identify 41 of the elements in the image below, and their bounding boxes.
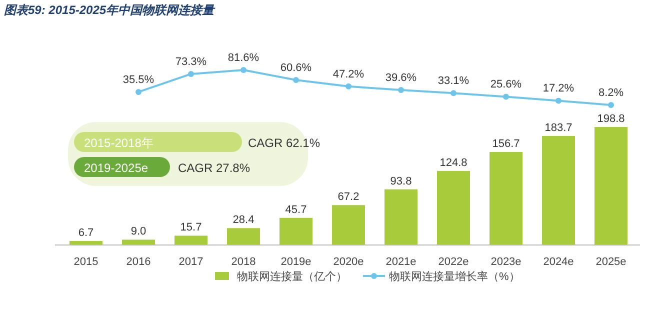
x-tick-label: 2016 bbox=[126, 256, 151, 268]
data-label: 45.7 bbox=[285, 204, 307, 216]
data-label: 124.8 bbox=[440, 156, 468, 169]
legend-物联网连接量增长率（%）: 物联网连接量增长率（%） bbox=[363, 271, 520, 283]
annotation: CAGR 62.1% bbox=[248, 136, 320, 150]
data-label: 15.7 bbox=[180, 222, 202, 234]
x-tick-label: 2022e bbox=[438, 256, 469, 268]
x-tick-label: 2025e bbox=[596, 256, 626, 268]
legend-label: 物联网连接量（亿个） bbox=[237, 270, 347, 283]
x-tick-label: 2018 bbox=[231, 256, 256, 268]
x-tick-label: 2024e bbox=[543, 256, 574, 268]
data-label: 17.2% bbox=[542, 82, 574, 95]
x-tick-label: 2019e bbox=[280, 256, 312, 268]
x-tick-label: 2020e bbox=[333, 256, 364, 268]
data-label: 6.7 bbox=[78, 227, 94, 240]
x-tick-label: 2023e bbox=[490, 256, 522, 268]
data-label: 183.7 bbox=[544, 122, 572, 134]
data-label: 156.7 bbox=[492, 138, 520, 150]
legend-label: 物联网连接量增长率（%） bbox=[389, 270, 520, 283]
data-label: 198.8 bbox=[597, 113, 625, 125]
data-label: 81.6% bbox=[228, 52, 260, 64]
annotation: 2015-2018年 bbox=[84, 136, 154, 150]
data-label: 47.2% bbox=[332, 68, 364, 80]
x-tick-label: 2015 bbox=[74, 256, 98, 268]
x-tick-label: 2017 bbox=[178, 256, 204, 268]
annotation: 2019-2025e bbox=[84, 161, 148, 175]
data-label: 8.2% bbox=[598, 87, 624, 99]
data-label: 28.4 bbox=[232, 214, 254, 226]
legend-物联网连接量（亿个）: 物联网连接量（亿个） bbox=[215, 271, 347, 283]
chart-title: 图表59: 2015-2025年中国物联网连接量 bbox=[4, 3, 216, 17]
data-label: 35.5% bbox=[122, 74, 154, 86]
data-label: 93.8 bbox=[390, 175, 412, 188]
data-label: 25.6% bbox=[490, 78, 522, 91]
data-label: 9.0 bbox=[130, 226, 146, 238]
data-label: 60.6% bbox=[280, 62, 312, 74]
data-label: 73.3% bbox=[175, 56, 207, 68]
x-tick-label: 2021e bbox=[386, 256, 416, 268]
annotation: CAGR 27.8% bbox=[178, 161, 250, 175]
data-label: 33.1% bbox=[438, 75, 470, 88]
data-label: 39.6% bbox=[385, 72, 417, 84]
data-label: 67.2 bbox=[338, 191, 360, 204]
